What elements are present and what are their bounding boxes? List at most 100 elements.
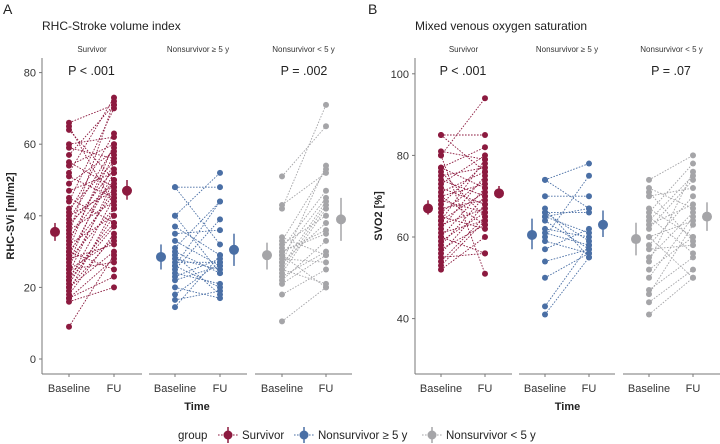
baseline-point — [438, 152, 444, 159]
fu-point — [111, 259, 117, 266]
x-tick-label: Baseline — [524, 383, 566, 395]
baseline-point — [646, 185, 652, 192]
paired-line — [648, 203, 694, 226]
paired-line — [544, 216, 590, 234]
paired-line — [440, 98, 486, 156]
fu-point — [217, 169, 223, 176]
fu-point — [690, 193, 696, 200]
paired-line — [544, 228, 590, 250]
fu-point — [690, 185, 696, 192]
paired-line — [174, 215, 221, 274]
baseline-point — [66, 194, 72, 201]
fu-point — [323, 252, 329, 259]
fu-point — [111, 169, 117, 176]
paired-line — [544, 163, 590, 181]
paired-line — [648, 212, 694, 258]
paired-line — [440, 146, 486, 169]
mean-point — [156, 251, 166, 262]
paired-line — [648, 179, 694, 230]
paired-line — [68, 222, 115, 277]
fu-point — [323, 194, 329, 201]
baseline-point — [542, 246, 548, 253]
paired-line — [68, 258, 115, 299]
baseline-point — [542, 225, 548, 232]
mean-point — [229, 244, 239, 255]
baseline-point — [646, 242, 652, 249]
paired-line — [68, 144, 115, 249]
panel-letter: B — [368, 1, 377, 17]
paired-line — [440, 163, 486, 205]
paired-line — [174, 229, 221, 235]
baseline-point — [646, 287, 652, 294]
paired-line — [174, 290, 221, 301]
p-value-label: P = .07 — [651, 64, 691, 78]
paired-line — [440, 187, 486, 205]
baseline-point — [279, 234, 285, 241]
fu-point — [217, 291, 223, 298]
baseline-point — [279, 259, 285, 266]
x-tick-label: FU — [478, 383, 493, 395]
fu-point — [323, 123, 329, 130]
paired-line — [648, 175, 694, 221]
fu-point — [482, 156, 488, 163]
paired-line — [68, 126, 115, 206]
baseline-point — [542, 274, 548, 281]
baseline-point — [66, 266, 72, 273]
x-tick-label: Baseline — [154, 383, 196, 395]
legend: group Survivor Nonsurvivor ≥ 5 y Nonsurvivo… — [178, 427, 536, 443]
paired-line — [544, 240, 590, 254]
paired-line — [648, 216, 694, 254]
fu-point — [111, 202, 117, 209]
fu-point — [111, 266, 117, 273]
baseline-point — [646, 176, 652, 183]
paired-line — [648, 187, 694, 197]
x-tick-label: Baseline — [628, 383, 670, 395]
fu-point — [111, 273, 117, 280]
mean-point — [494, 188, 504, 199]
paired-line — [68, 147, 115, 220]
fu-point — [690, 172, 696, 179]
fu-point — [111, 184, 117, 191]
paired-line — [68, 254, 115, 328]
paired-line — [174, 201, 221, 249]
baseline-point — [438, 234, 444, 240]
paired-line — [544, 244, 590, 307]
facet-strip-label: Nonsurvivor ≥ 5 y — [536, 45, 598, 54]
baseline-point — [646, 205, 652, 212]
facet-strip-label: Survivor — [77, 45, 107, 54]
paired-line — [648, 220, 694, 238]
paired-line — [68, 176, 115, 199]
mean-point — [423, 203, 433, 214]
fu-point — [111, 212, 117, 219]
paired-line — [648, 195, 694, 246]
paired-line — [281, 269, 327, 295]
paired-line — [68, 208, 115, 292]
legend-label: Nonsurvivor < 5 y — [446, 430, 536, 442]
paired-line — [68, 190, 115, 217]
y-tick-label: 40 — [24, 211, 36, 223]
paired-line — [68, 136, 115, 145]
facet-0: Survivor P < .001 Baseline FU — [415, 45, 512, 395]
paired-line — [68, 179, 115, 238]
paired-line — [281, 236, 327, 256]
baseline-point — [172, 184, 178, 191]
fu-point — [586, 238, 592, 245]
y-axis-title: RHC-SVi [ml/m2] — [5, 172, 17, 260]
fu-point — [690, 266, 696, 273]
paired-line — [68, 208, 115, 260]
fu-point — [482, 144, 488, 151]
fu-point — [323, 227, 329, 234]
baseline-point — [542, 213, 548, 220]
baseline-point — [172, 304, 178, 311]
fu-point — [586, 254, 592, 261]
fu-point — [482, 95, 488, 102]
baseline-point — [66, 187, 72, 194]
paired-line — [68, 129, 115, 181]
paired-line — [68, 236, 115, 288]
paired-line — [544, 175, 590, 238]
fu-point — [690, 152, 696, 159]
fu-point — [323, 187, 329, 194]
fu-point — [586, 246, 592, 253]
baseline-point — [66, 123, 72, 130]
